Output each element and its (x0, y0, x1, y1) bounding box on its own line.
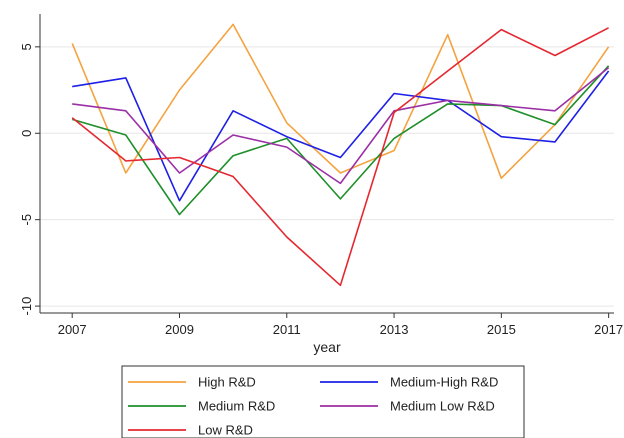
y-tick-label: -5 (19, 214, 34, 226)
x-tick-label: 2007 (58, 322, 87, 337)
grid-lines (40, 46, 614, 307)
series-line-high-rd (71, 23, 610, 179)
legend-label-medium-high-rd: Medium-High R&D (390, 375, 498, 390)
x-tick-label: 2017 (594, 322, 623, 337)
series-lines (71, 23, 610, 287)
legend-box (121, 365, 525, 438)
x-ticks: 2007 2009 2011 2013 2015 2017 (58, 313, 623, 337)
y-tick-label: -10 (19, 297, 34, 316)
series-line-medium-high-rd (72, 70, 610, 202)
y-tick-label: 0 (19, 130, 34, 137)
series-line-medium-rd (71, 65, 610, 216)
x-tick-label: 2015 (487, 322, 516, 337)
legend-label-medium-low-rd: Medium Low R&D (390, 399, 495, 414)
legend-label-high-rd: High R&D (198, 375, 256, 390)
axes (39, 14, 614, 314)
x-tick-label: 2009 (165, 322, 194, 337)
x-tick-label: 2011 (273, 322, 301, 337)
x-tick-label: 2013 (380, 322, 409, 337)
legend-label-medium-rd: Medium R&D (198, 399, 275, 414)
series-line-medium-low-rd (72, 66, 610, 185)
x-axis-title: year (313, 339, 341, 355)
legend-label-low-rd: Low R&D (198, 423, 253, 438)
y-ticks: -10 -5 0 5 (19, 43, 40, 315)
series-line-low-rd (71, 27, 609, 287)
y-tick-label: 5 (19, 43, 34, 50)
legend: High R&D Medium-High R&D Medium R&D Medium … (121, 365, 525, 438)
